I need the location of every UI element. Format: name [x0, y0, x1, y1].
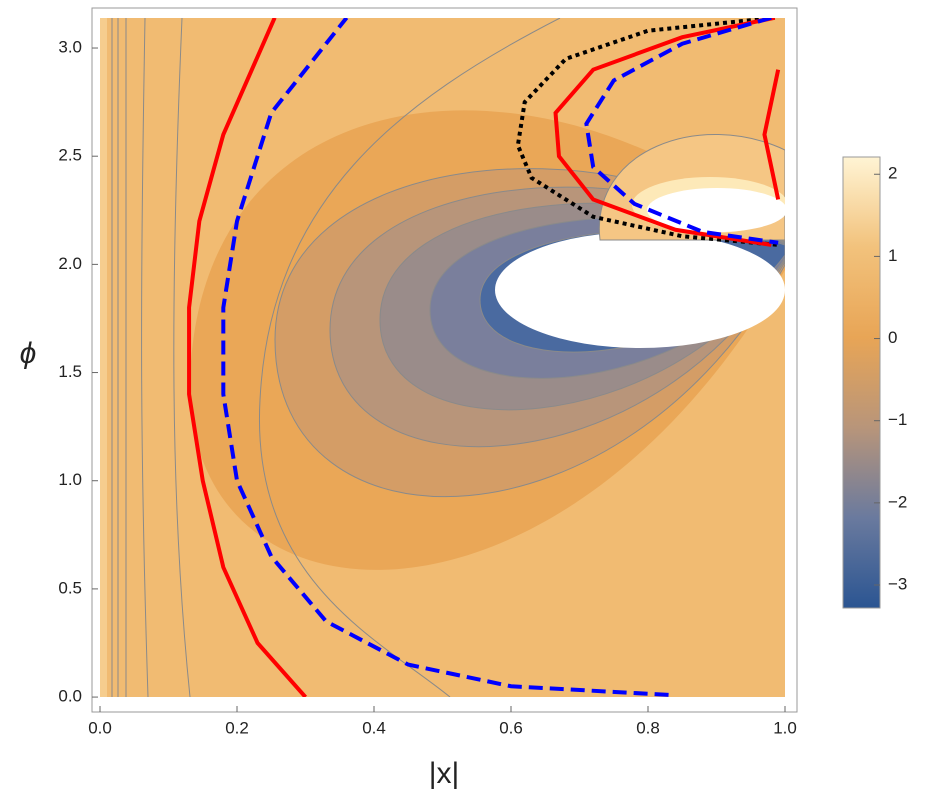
y-axis-label: ϕ: [20, 337, 37, 370]
y-tick-label: 0.5: [58, 578, 82, 597]
colorbar-tick-label: 0: [888, 328, 897, 347]
y-tick-label: 1.0: [58, 470, 82, 489]
curve: [553, 18, 776, 247]
y-tick-label: 3.0: [58, 38, 82, 57]
curve: [221, 18, 669, 697]
colorbar-tick-label: −1: [888, 410, 907, 429]
curve: [584, 18, 779, 245]
x-tick-label: 0.6: [499, 718, 523, 737]
y-tick-label: 2.0: [58, 254, 82, 273]
colorbar: [842, 156, 881, 609]
plot-frame: [91, 7, 798, 713]
y-tick-label: 1.5: [58, 362, 82, 381]
x-tick-label: 0.4: [362, 718, 386, 737]
x-tick-label: 0.0: [88, 718, 112, 737]
curve: [187, 18, 308, 697]
colorbar-tick-label: 1: [888, 246, 897, 265]
x-tick-label: 1.0: [773, 718, 797, 737]
colorbar-tick-label: −2: [888, 492, 907, 511]
colorbar-tick-label: −3: [888, 574, 907, 593]
x-tick-label: 0.8: [636, 718, 660, 737]
y-tick-label: 2.5: [58, 146, 82, 165]
curves: [187, 18, 781, 697]
y-tick-label: 0.0: [58, 687, 82, 706]
x-tick-label: 0.2: [225, 718, 249, 737]
contour-fill: [100, 18, 785, 697]
x-axis-label: |x|: [429, 757, 460, 790]
colorbar-tick-label: 2: [888, 164, 897, 183]
curve: [762, 69, 781, 200]
